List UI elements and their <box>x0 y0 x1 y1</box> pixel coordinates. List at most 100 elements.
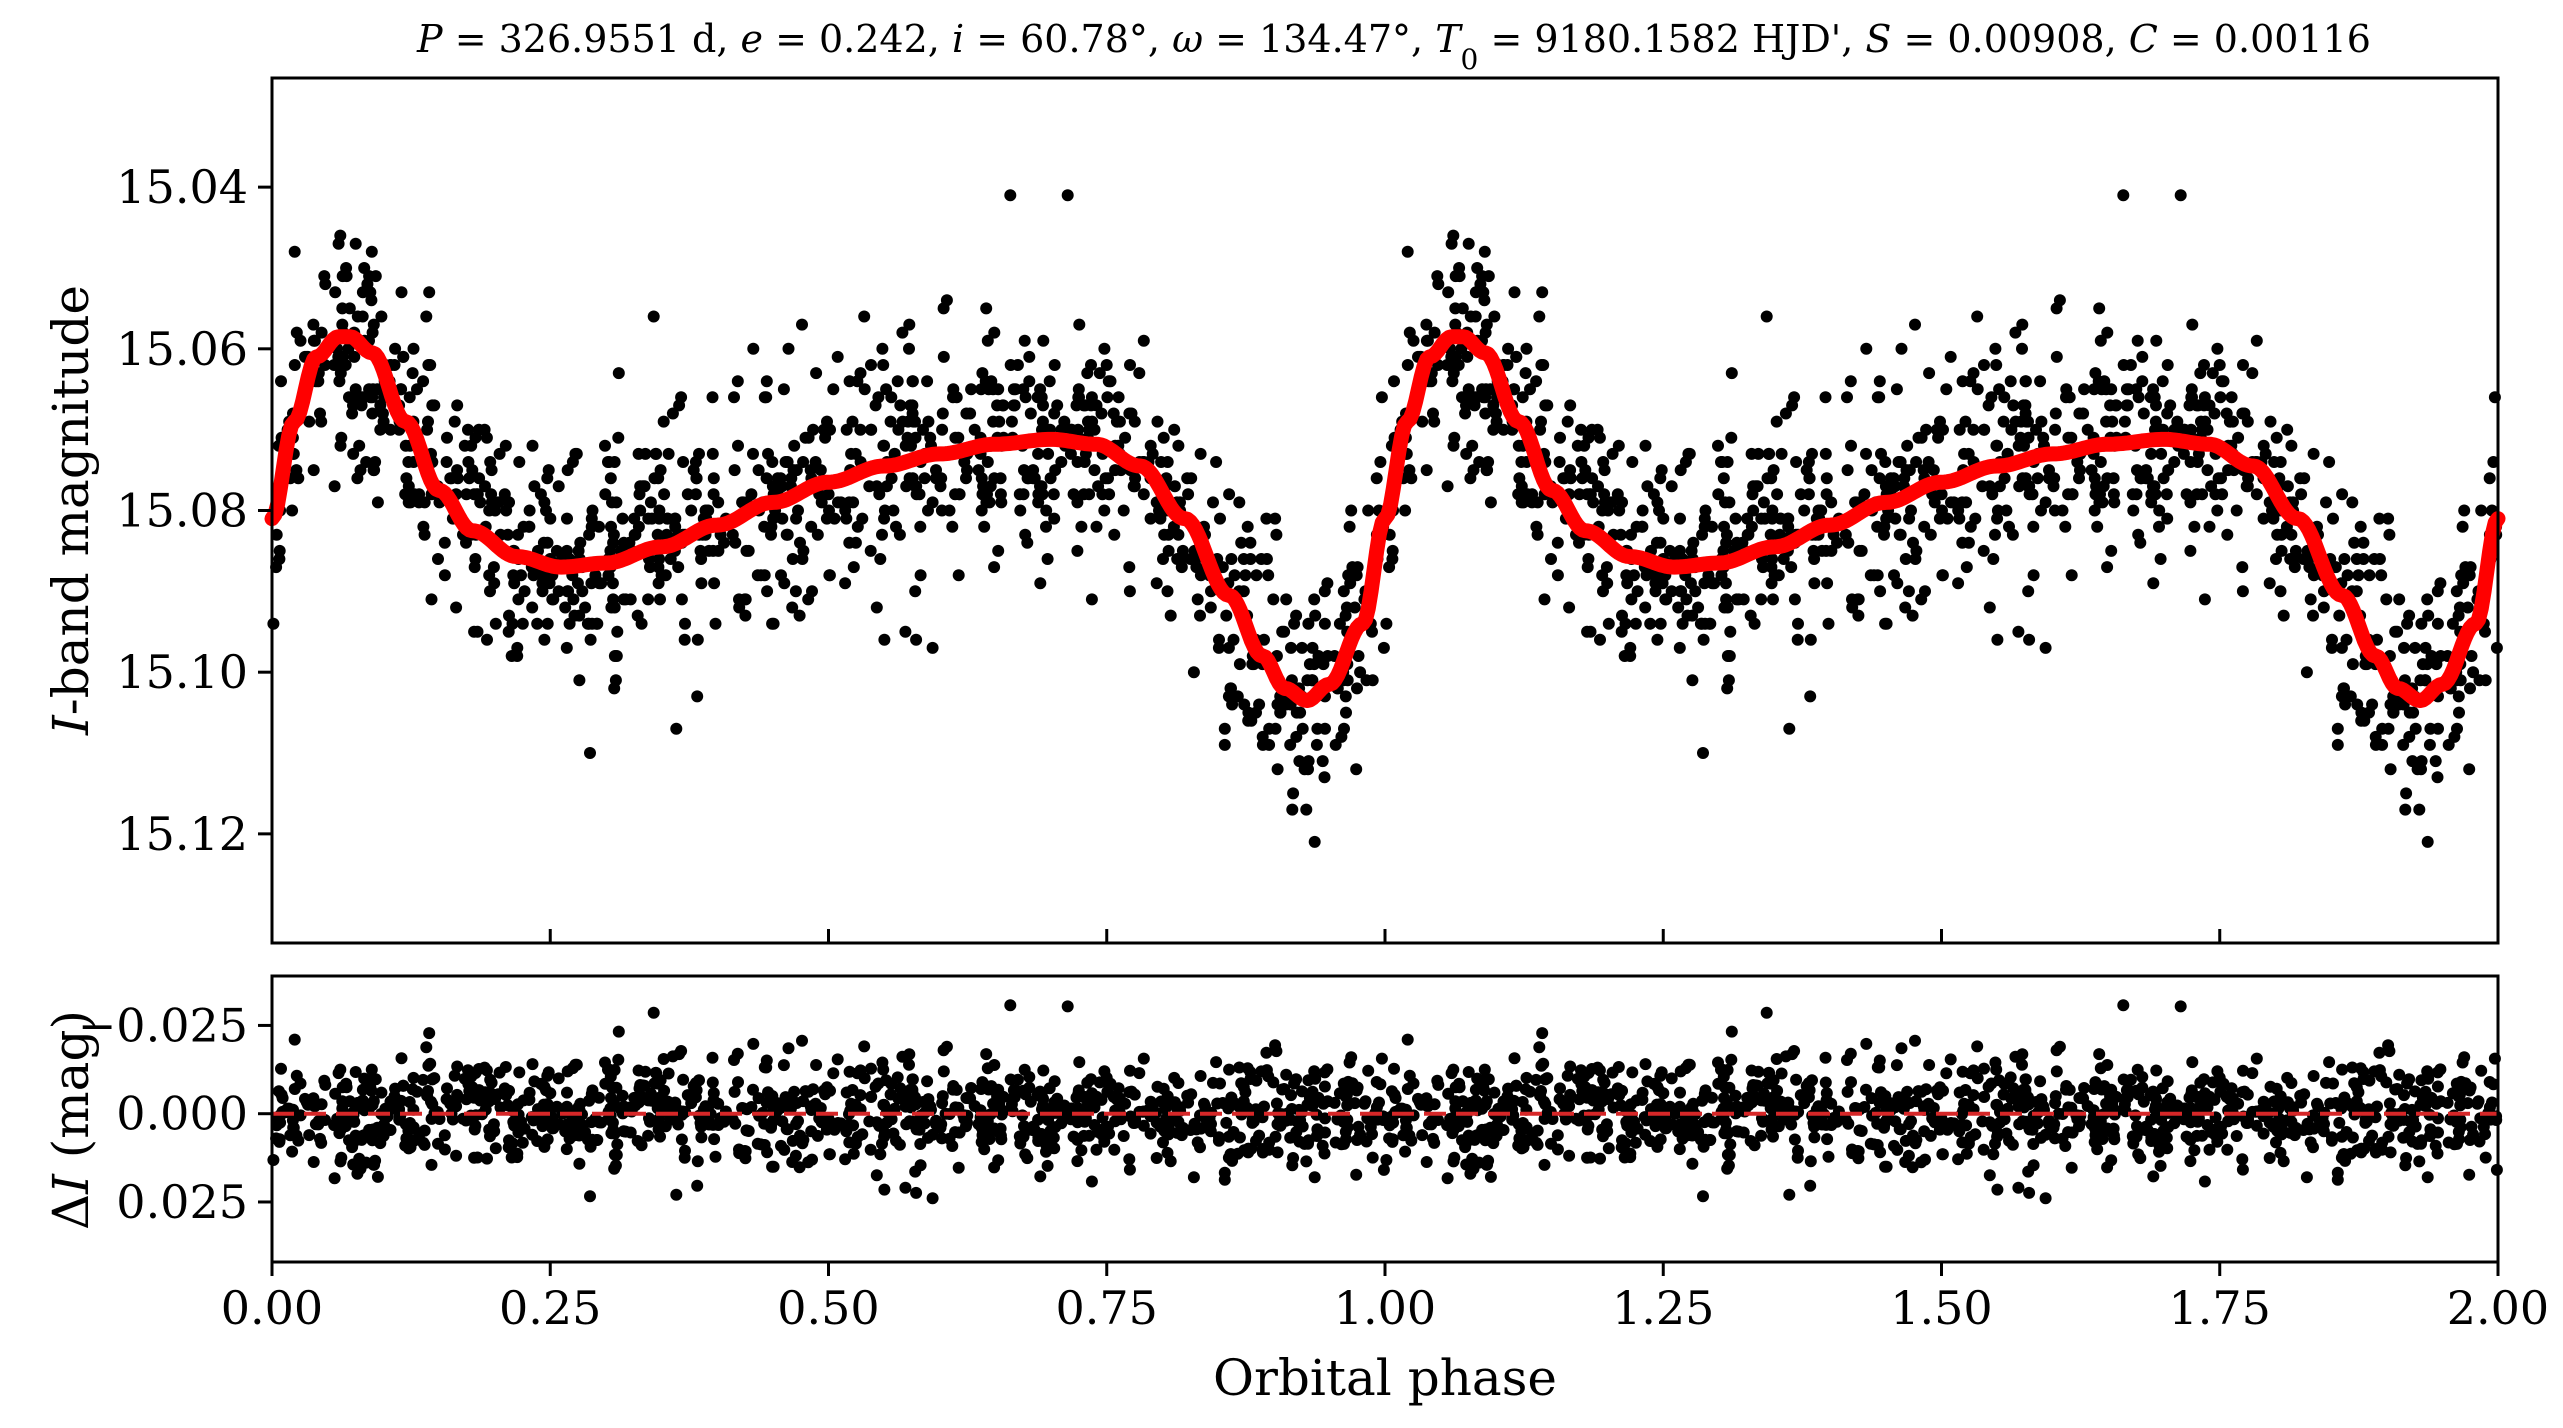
observation-point <box>952 569 965 582</box>
observation-point <box>1909 318 1921 331</box>
observation-point <box>493 447 506 460</box>
observation-point <box>1294 706 1307 719</box>
observation-point <box>810 367 823 380</box>
residual-point <box>1123 1163 1136 1176</box>
observation-point <box>2237 359 2249 371</box>
residual-point <box>708 1133 721 1146</box>
observation-point <box>2180 488 2193 501</box>
residual-point <box>2048 1118 2061 1131</box>
residual-point <box>840 1125 853 1138</box>
observation-point <box>2401 617 2414 630</box>
residual-point <box>631 1135 644 1147</box>
observation-point <box>1583 488 1596 501</box>
observation-point <box>1636 520 1649 533</box>
observation-point <box>2452 690 2465 703</box>
residual-point <box>1967 1064 1980 1077</box>
residual-point <box>2186 1056 2199 1069</box>
residual-point <box>318 1074 331 1087</box>
observation-point <box>1127 480 1140 493</box>
residual-data-points <box>267 999 2503 1205</box>
observation-point <box>1204 601 1217 614</box>
observation-point <box>864 544 877 557</box>
residual-point <box>1940 1067 1953 1080</box>
observation-point <box>423 286 436 299</box>
observation-point <box>691 633 704 646</box>
observation-point <box>1536 286 1549 299</box>
residual-point <box>2263 1152 2276 1164</box>
residual-point <box>712 1097 725 1110</box>
observation-point <box>781 456 794 468</box>
observation-point <box>1639 439 1652 452</box>
observation-point <box>1098 504 1111 517</box>
residual-point <box>2288 1129 2301 1142</box>
observation-point <box>2201 464 2214 477</box>
observation-point <box>1760 310 1773 323</box>
observation-point <box>2004 375 2017 388</box>
observation-point <box>655 569 668 582</box>
observation-point <box>498 488 511 501</box>
residual-point <box>602 1063 614 1076</box>
residual-point <box>952 1161 965 1174</box>
residual-y-tick-label: 0.025 <box>116 1175 248 1229</box>
residual-point <box>1225 1091 1238 1104</box>
observation-point <box>2421 593 2434 606</box>
residual-point <box>2094 1062 2107 1075</box>
observation-point <box>1263 722 1276 735</box>
title-param-e: e <box>741 17 764 61</box>
residual-point <box>1185 1088 1198 1101</box>
x-tick-label: 0.25 <box>499 1281 601 1335</box>
observation-point <box>1260 512 1273 525</box>
residual-point <box>1715 1063 1727 1076</box>
observation-point <box>599 488 612 501</box>
observation-point <box>1626 456 1639 468</box>
residual-point <box>1400 1121 1413 1134</box>
residual-point <box>1300 1155 1313 1168</box>
observation-point <box>2039 496 2052 509</box>
residual-point <box>1997 1088 2010 1101</box>
residual-point <box>1160 1098 1173 1111</box>
residual-point <box>1625 1126 1638 1139</box>
observation-point <box>1541 399 1554 412</box>
observation-point <box>2446 617 2459 630</box>
residual-point <box>1462 1066 1475 1078</box>
observation-point <box>2071 456 2084 468</box>
residual-point <box>2431 1080 2444 1093</box>
observation-point <box>691 690 704 703</box>
observation-point <box>360 456 373 468</box>
observation-point <box>1708 577 1721 590</box>
observation-point <box>397 350 410 363</box>
observation-point <box>1117 504 1130 517</box>
observation-point <box>2346 658 2359 671</box>
residual-point <box>1573 1093 1586 1106</box>
observation-point <box>389 342 402 355</box>
residual-point <box>1844 1047 1857 1060</box>
residual-point <box>1111 1093 1124 1106</box>
residual-point <box>2419 1085 2432 1098</box>
residual-point <box>1399 1145 1412 1158</box>
observation-point <box>992 544 1005 557</box>
observation-point <box>693 447 705 460</box>
residual-point <box>877 1063 890 1076</box>
observation-point <box>1004 189 1017 202</box>
observation-point <box>1095 407 1108 420</box>
observation-point <box>2039 641 2052 654</box>
observation-point <box>1987 553 2000 565</box>
observation-point <box>1573 488 1586 501</box>
observation-point <box>921 375 934 388</box>
residual-point <box>1296 1085 1308 1098</box>
observation-point <box>1725 367 1738 380</box>
residual-point <box>981 1115 994 1128</box>
residual-point <box>1668 1104 1681 1117</box>
observation-point <box>584 747 596 759</box>
residual-point <box>767 1160 780 1173</box>
residual-point <box>397 1079 410 1092</box>
observation-point <box>1164 609 1177 622</box>
observation-point <box>604 472 617 485</box>
observation-point <box>1940 383 1953 396</box>
residual-point <box>865 1090 877 1103</box>
residual-point <box>426 1098 439 1111</box>
observation-point <box>936 407 949 420</box>
residual-point <box>451 1060 464 1073</box>
residual-point <box>2301 1117 2314 1130</box>
